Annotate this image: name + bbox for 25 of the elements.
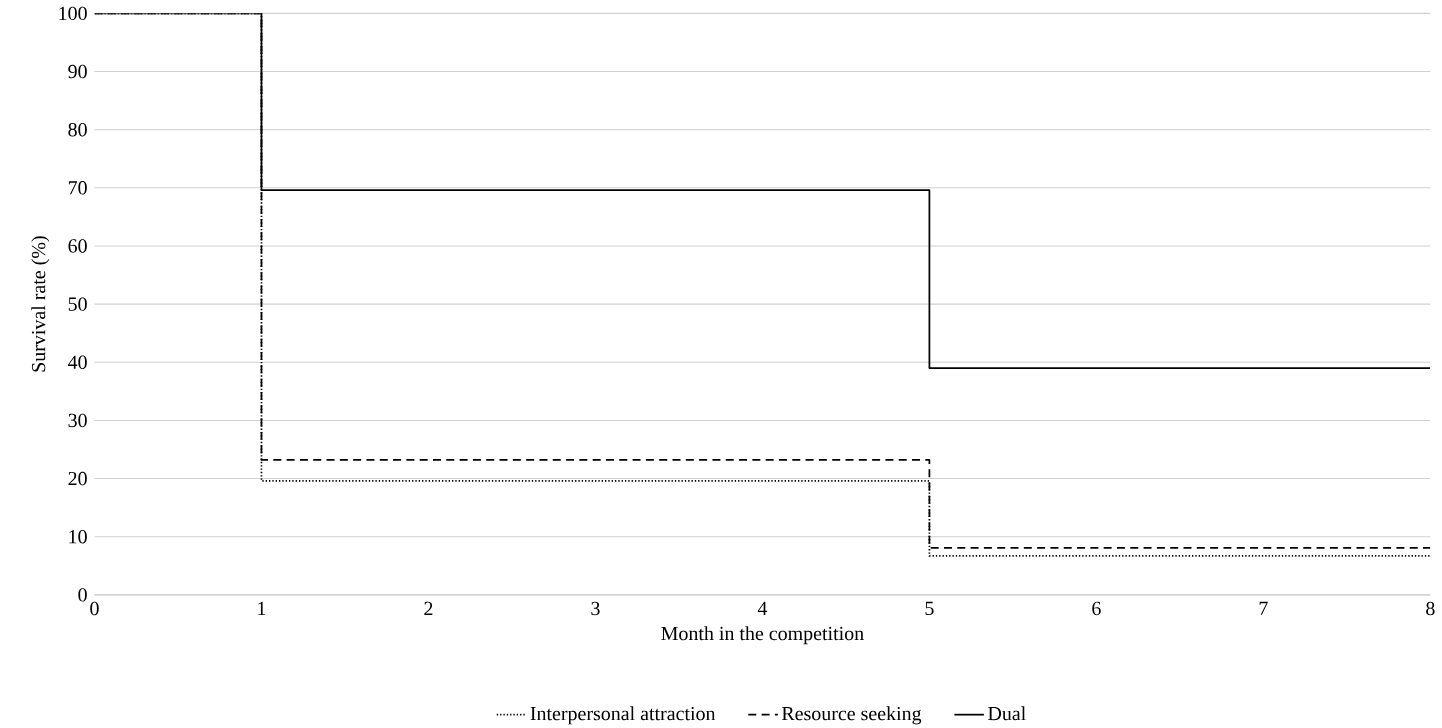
- legend-label: Dual: [988, 706, 1026, 721]
- x-tick-label: 8: [1426, 601, 1435, 616]
- x-tick-label: 3: [591, 601, 600, 615]
- x-tick-label: 5: [925, 601, 934, 615]
- y-tick-label: 100: [59, 6, 87, 20]
- x-tick-label: 2: [424, 601, 433, 615]
- y-axis-title: Survival rate (%): [31, 236, 50, 372]
- x-tick-label: 1: [258, 601, 266, 615]
- y-tick-label: 90: [68, 64, 87, 79]
- legend-label: Interpersonal attraction: [530, 706, 716, 725]
- x-tick-label: 4: [757, 601, 768, 615]
- legend-label: Resource seeking: [781, 706, 922, 725]
- y-tick-label: 60: [68, 239, 87, 253]
- y-tick-label: 0: [78, 587, 87, 602]
- x-axis-title: Month in the competition: [661, 625, 864, 645]
- x-tick-label: 0: [90, 601, 99, 616]
- y-tick-label: 10: [69, 529, 87, 544]
- x-tick-label: 7: [1259, 601, 1268, 615]
- y-tick-label: 80: [68, 122, 87, 137]
- y-tick-label: 30: [68, 413, 87, 427]
- x-tick-label: 6: [1092, 601, 1101, 615]
- y-tick-label: 40: [68, 355, 87, 369]
- y-tick-label: 20: [68, 471, 87, 486]
- y-tick-label: 50: [68, 297, 87, 311]
- y-tick-label: 70: [68, 180, 87, 195]
